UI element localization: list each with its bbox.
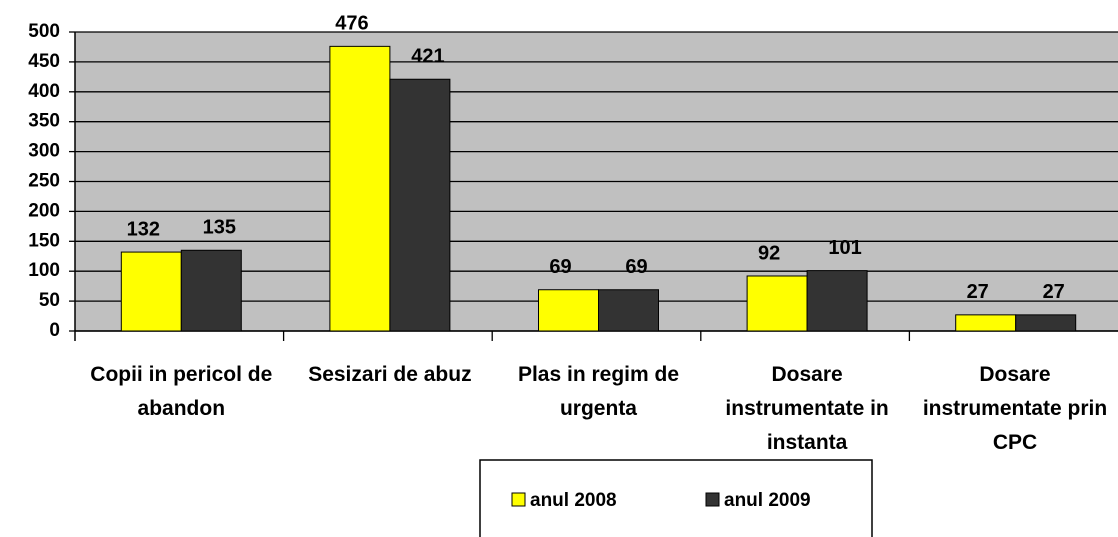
bar <box>180 249 242 332</box>
bar <box>329 45 391 332</box>
y-tick-label: 500 <box>28 21 60 42</box>
bar <box>538 289 599 332</box>
y-tick-label: 50 <box>39 290 60 311</box>
bar <box>120 251 182 332</box>
bar <box>806 270 868 332</box>
y-tick-label: 100 <box>28 260 60 281</box>
legend-label: anul 2009 <box>724 490 811 511</box>
y-tick-label: 250 <box>28 171 60 192</box>
data-label: 69 <box>625 256 647 278</box>
bar <box>746 275 808 332</box>
data-label: 101 <box>828 237 861 259</box>
x-tick-label: Sesizari de abuz <box>308 363 472 386</box>
y-tick-label: 450 <box>28 51 60 72</box>
data-label: 135 <box>203 217 236 239</box>
x-tick-label: Plas in regim de urgenta <box>517 363 680 420</box>
legend-label: anul 2008 <box>530 490 617 511</box>
data-label: 27 <box>967 281 989 303</box>
y-tick-label: 0 <box>49 320 60 341</box>
y-tick-label: 200 <box>28 200 60 221</box>
data-label: 132 <box>127 218 160 240</box>
y-tick-label: 350 <box>28 111 60 132</box>
legend-swatch <box>511 492 526 507</box>
data-label: 421 <box>411 46 444 68</box>
bar <box>1015 314 1077 332</box>
bar <box>389 78 451 332</box>
y-tick-label: 150 <box>28 230 60 251</box>
x-tick-label: Copii in pericol de abandon <box>90 363 273 420</box>
legend <box>479 459 873 537</box>
bar <box>598 289 659 332</box>
data-label: 69 <box>549 256 571 278</box>
data-label: 476 <box>335 13 368 35</box>
x-tick-label: Dosare instrumentate in instanta <box>725 363 889 454</box>
x-tick-label: Dosare instrumentate prin CPC <box>922 363 1108 454</box>
y-tick-label: 400 <box>28 81 60 102</box>
data-label: 92 <box>758 242 780 264</box>
y-tick-label: 300 <box>28 141 60 162</box>
data-label: 27 <box>1043 281 1065 303</box>
legend-swatch <box>705 492 720 507</box>
bar <box>955 314 1017 332</box>
